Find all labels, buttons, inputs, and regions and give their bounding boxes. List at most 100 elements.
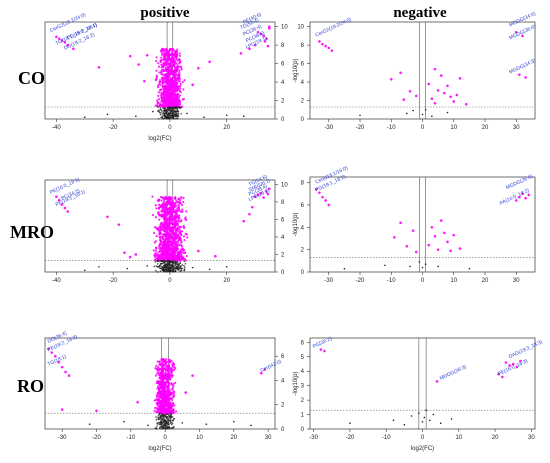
significant-point xyxy=(162,358,165,361)
significant-point xyxy=(449,249,452,253)
significant-point xyxy=(67,374,71,377)
significant-point xyxy=(167,86,170,89)
x-tick-label: -20 xyxy=(356,125,365,131)
significant-point xyxy=(439,74,443,77)
significant-point xyxy=(158,407,161,410)
significant-point xyxy=(55,35,58,39)
significant-point xyxy=(173,94,177,98)
significant-point xyxy=(521,192,524,196)
significant-point xyxy=(515,365,519,369)
nonsignificant-point xyxy=(169,268,171,271)
significant-point xyxy=(165,254,168,257)
significant-point xyxy=(164,362,167,365)
significant-point xyxy=(165,48,168,51)
significant-point xyxy=(160,99,164,102)
significant-point xyxy=(157,62,160,65)
x-tick-label: -20 xyxy=(356,278,365,284)
significant-point xyxy=(97,65,101,69)
significant-point xyxy=(160,199,163,202)
nonsignificant-point xyxy=(166,117,168,120)
nonsignificant-point xyxy=(178,266,180,269)
y-tick-label: 8 xyxy=(301,43,305,49)
significant-point xyxy=(174,74,177,77)
significant-point xyxy=(155,207,158,210)
significant-point xyxy=(163,213,166,216)
significant-point xyxy=(162,367,165,370)
nonsignificant-point xyxy=(191,266,194,269)
significant-point xyxy=(157,86,160,89)
significant-point xyxy=(164,375,168,378)
significant-point xyxy=(176,103,179,106)
x-tick-label: 20 xyxy=(230,435,237,441)
nonsignificant-point xyxy=(425,409,427,412)
significant-point xyxy=(166,406,170,410)
significant-point xyxy=(178,102,182,105)
significant-point xyxy=(163,198,166,201)
significant-point xyxy=(160,389,163,392)
significant-point xyxy=(160,91,163,94)
significant-point xyxy=(162,62,165,65)
significant-point xyxy=(154,374,158,377)
significant-point xyxy=(168,98,172,101)
y-tick-label: 4 xyxy=(281,80,285,86)
significant-point xyxy=(158,71,161,74)
lipid-annotation-label: MGDG(36:6) xyxy=(505,173,534,191)
nonsignificant-point xyxy=(158,422,160,424)
significant-point xyxy=(166,96,169,100)
significant-point xyxy=(165,209,168,212)
significant-point xyxy=(158,214,161,217)
x-tick-label: 20 xyxy=(482,125,489,131)
significant-point xyxy=(256,30,260,34)
significant-point xyxy=(166,57,170,60)
nonsignificant-point xyxy=(157,416,159,419)
significant-point xyxy=(169,47,172,51)
nonsignificant-point xyxy=(168,260,171,263)
significant-point xyxy=(166,221,169,224)
significant-point xyxy=(53,354,57,358)
significant-point xyxy=(163,408,166,411)
significant-point xyxy=(165,105,168,109)
significant-point xyxy=(174,244,177,247)
nonsignificant-point xyxy=(157,106,159,108)
x-tick-label: -20 xyxy=(109,278,118,284)
plot-frame xyxy=(44,179,276,273)
nonsignificant-point xyxy=(158,109,160,111)
significant-point xyxy=(314,187,318,191)
significant-point xyxy=(179,229,182,233)
nonsignificant-point xyxy=(159,265,161,268)
significant-point xyxy=(164,63,167,66)
significant-point xyxy=(63,41,67,44)
significant-point xyxy=(157,398,161,401)
nonsignificant-point xyxy=(169,419,171,422)
x-axis-label: log2(FC) xyxy=(411,446,434,452)
significant-point xyxy=(164,84,167,87)
significant-point xyxy=(175,55,178,58)
significant-point xyxy=(170,226,173,229)
significant-point xyxy=(175,58,178,61)
y-tick-label: 0 xyxy=(301,117,305,123)
column-title-positive: positive xyxy=(140,5,190,21)
nonsignificant-point xyxy=(170,421,173,424)
significant-point xyxy=(160,71,163,74)
significant-point xyxy=(155,75,159,78)
significant-point xyxy=(168,233,171,236)
significant-point xyxy=(161,377,164,381)
nonsignificant-point xyxy=(437,265,439,268)
significant-point xyxy=(169,369,173,372)
significant-point xyxy=(263,40,267,43)
significant-point xyxy=(55,195,58,198)
nonsignificant-point xyxy=(439,422,442,425)
significant-point xyxy=(167,54,170,57)
significant-point xyxy=(402,98,406,101)
nonsignificant-point xyxy=(176,263,178,265)
significant-point xyxy=(436,248,440,251)
nonsignificant-point xyxy=(225,265,228,268)
significant-point xyxy=(168,405,172,408)
significant-point xyxy=(171,219,174,222)
significant-point xyxy=(166,230,169,234)
nonsignificant-point xyxy=(177,106,180,109)
significant-point xyxy=(165,69,168,72)
plot-frame xyxy=(44,337,276,430)
significant-point xyxy=(158,360,162,363)
nonsignificant-point xyxy=(170,117,172,119)
